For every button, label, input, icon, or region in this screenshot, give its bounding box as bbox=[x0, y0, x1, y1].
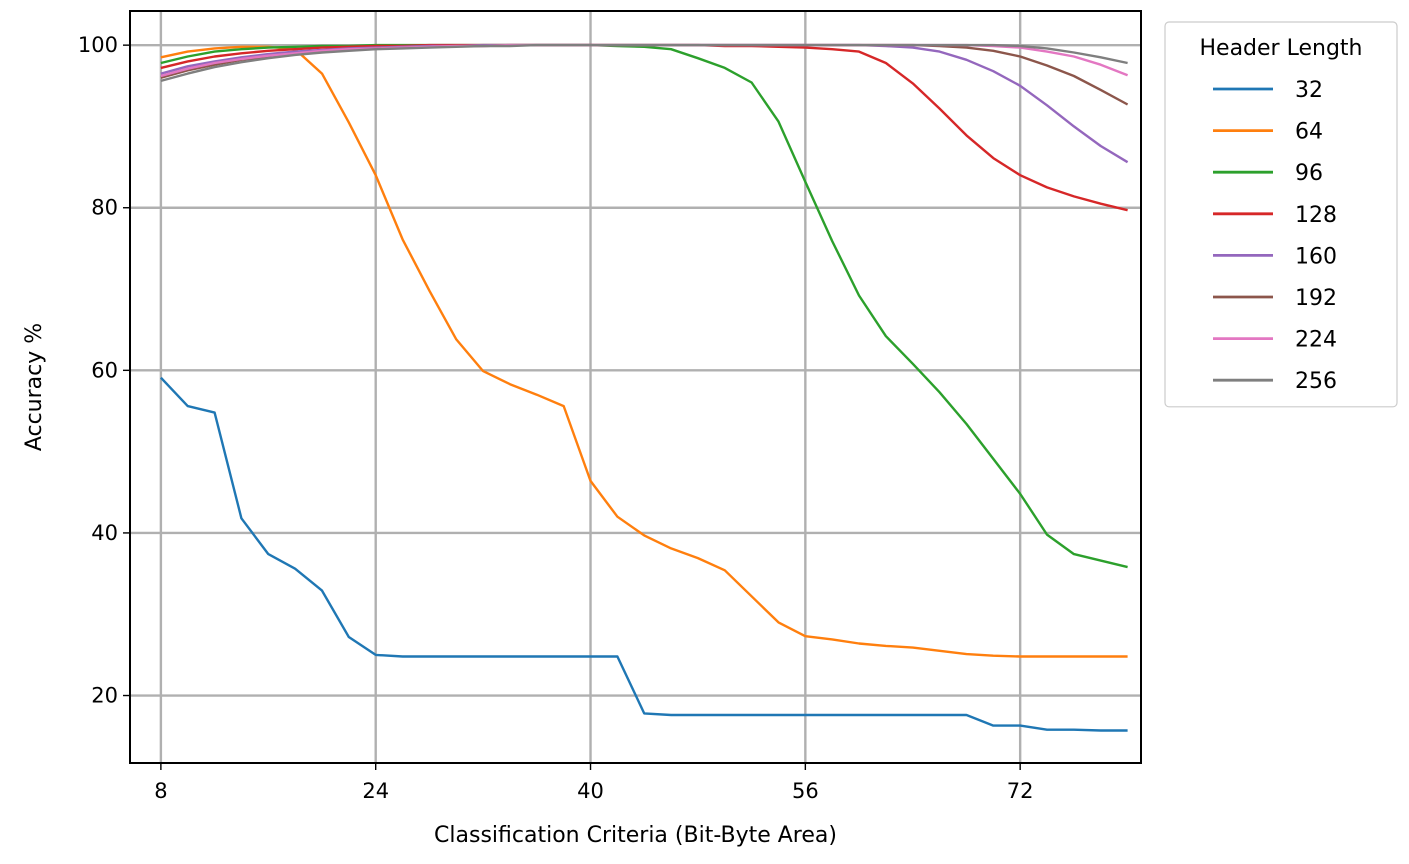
legend: Header Length 32 64 96 128 160 192 224 256 bbox=[1164, 21, 1398, 408]
x-tick-label: 8 bbox=[154, 779, 167, 803]
x-axis-label: Classification Criteria (Bit-Byte Area) bbox=[434, 823, 837, 848]
legend-label-160: 160 bbox=[1295, 244, 1337, 269]
y-tick-label: 40 bbox=[91, 521, 118, 545]
series-line-32 bbox=[160, 376, 1128, 732]
series-lines bbox=[160, 43, 1129, 732]
legend-label-192: 192 bbox=[1295, 286, 1337, 311]
x-tick-label: 56 bbox=[792, 779, 819, 803]
x-tick-label: 72 bbox=[1007, 779, 1034, 803]
series-line-96 bbox=[160, 43, 1128, 569]
y-tick-label: 80 bbox=[91, 196, 118, 220]
series-line-256 bbox=[160, 43, 1128, 83]
legend-title: Header Length bbox=[1200, 36, 1363, 61]
legend-label-64: 64 bbox=[1295, 120, 1323, 145]
plot-area-frame bbox=[129, 10, 1142, 764]
legend-box bbox=[1164, 21, 1398, 408]
axis-ticks: 8 24 40 56 72 20 40 60 80 100 bbox=[78, 33, 1034, 803]
series-line-64 bbox=[160, 45, 1128, 658]
y-tick-label: 20 bbox=[91, 684, 118, 708]
x-tick-label: 24 bbox=[362, 779, 389, 803]
legend-label-96: 96 bbox=[1295, 161, 1323, 186]
legend-items: 32 64 96 128 160 192 224 256 bbox=[1213, 78, 1337, 394]
x-tick-label: 40 bbox=[577, 779, 604, 803]
y-tick-label: 60 bbox=[91, 358, 118, 382]
legend-label-224: 224 bbox=[1295, 328, 1337, 353]
legend-label-128: 128 bbox=[1295, 203, 1337, 228]
legend-label-32: 32 bbox=[1295, 78, 1323, 103]
legend-label-256: 256 bbox=[1295, 369, 1337, 394]
y-axis-label: Accuracy % bbox=[22, 323, 47, 451]
y-tick-label: 100 bbox=[78, 33, 118, 57]
